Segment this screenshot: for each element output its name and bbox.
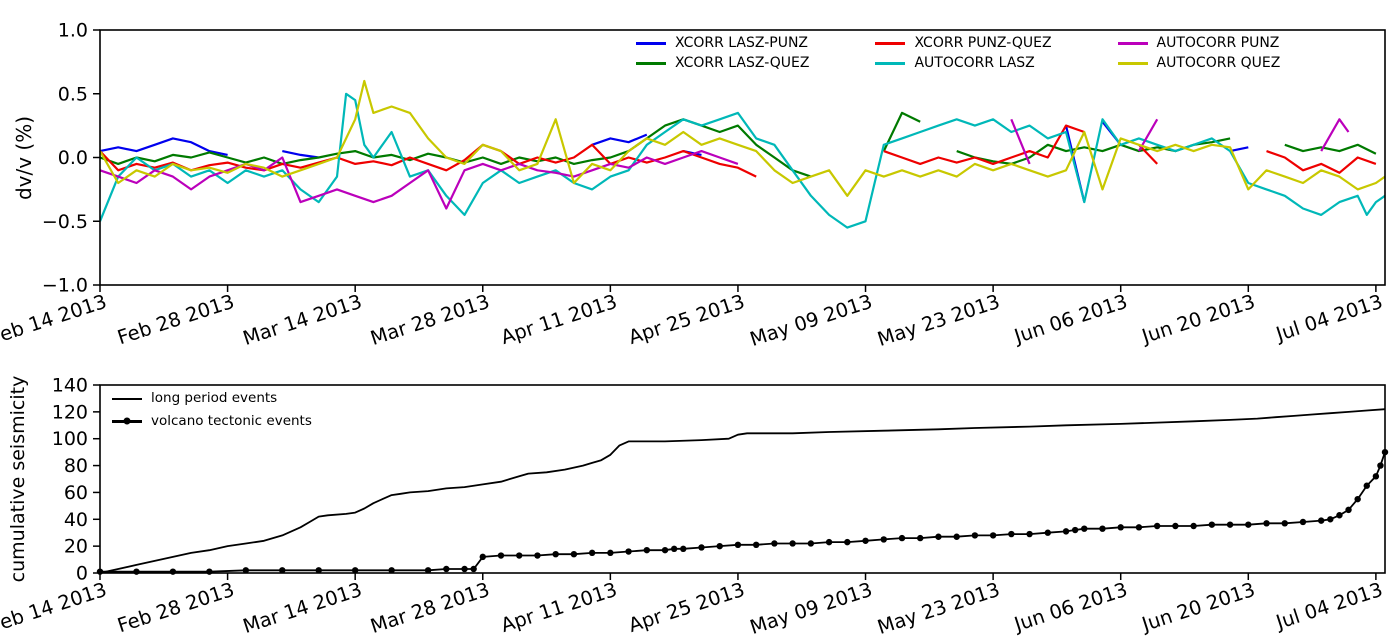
legend-item: AUTOCORR LASZ	[875, 56, 1051, 70]
legend-item: AUTOCORR QUEZ	[1117, 55, 1281, 71]
svg-text:Mar 28 2013: Mar 28 2013	[368, 290, 493, 350]
legend-item: XCORR LASZ-PUNZ	[636, 36, 809, 50]
legend-label: volcano tectonic events	[151, 412, 312, 429]
svg-text:May 23 2013: May 23 2013	[875, 578, 1003, 637]
svg-text:Jul 04 2013: Jul 04 2013	[1271, 578, 1385, 635]
legend-item: XCORR PUNZ-QUEZ	[875, 35, 1052, 51]
svg-text:Mar 14 2013: Mar 14 2013	[240, 290, 365, 350]
svg-text:1.0: 1.0	[58, 20, 88, 42]
legend-label: XCORR LASZ-PUNZ	[675, 35, 809, 51]
svg-text:140: 140	[52, 375, 88, 397]
svg-text:60: 60	[64, 482, 88, 504]
legend-label: XCORR LASZ-QUEZ	[675, 55, 810, 71]
seismicity-legend: long period events volcano tectonic event…	[112, 390, 312, 429]
svg-text:20: 20	[64, 536, 88, 558]
legend-item: long period events	[112, 390, 312, 406]
svg-text:Jun 20 2013: Jun 20 2013	[1137, 578, 1258, 637]
svg-text:40: 40	[64, 509, 88, 531]
legend-line-swatch-icon	[112, 394, 142, 404]
svg-text:Jun 06 2013: Jun 06 2013	[1010, 578, 1131, 637]
svg-text:Mar 14 2013: Mar 14 2013	[240, 578, 365, 637]
legend-line-swatch-icon	[1117, 38, 1148, 48]
legend-line-swatch-icon	[1117, 58, 1148, 68]
svg-text:May 09 2013: May 09 2013	[747, 290, 875, 351]
legend-item: volcano tectonic events	[112, 412, 312, 429]
legend-line-swatch-icon	[875, 38, 906, 48]
svg-text:100: 100	[52, 428, 88, 450]
svg-text:May 23 2013: May 23 2013	[875, 290, 1003, 351]
legend-label: AUTOCORR PUNZ	[1156, 35, 1280, 51]
svg-text:Mar 28 2013: Mar 28 2013	[368, 578, 493, 637]
legend-line-swatch-icon	[875, 58, 906, 68]
svg-text:0.0: 0.0	[58, 147, 88, 169]
svg-text:Feb 28 2013: Feb 28 2013	[115, 290, 238, 349]
svg-text:Jun 06 2013: Jun 06 2013	[1010, 290, 1131, 349]
svg-text:Apr 11 2013: Apr 11 2013	[498, 290, 620, 349]
svg-text:120: 120	[52, 401, 88, 423]
svg-text:Feb 28 2013: Feb 28 2013	[115, 578, 238, 637]
svg-text:Feb 14 2013: Feb 14 2013	[0, 578, 110, 637]
svg-text:Jun 20 2013: Jun 20 2013	[1137, 290, 1258, 349]
legend-label: long period events	[151, 390, 278, 406]
legend-line-swatch-icon	[112, 416, 142, 426]
legend-label: AUTOCORR LASZ	[914, 55, 1035, 71]
legend-line-swatch-icon	[636, 58, 666, 68]
svg-text:May 09 2013: May 09 2013	[747, 578, 875, 637]
svg-text:0.5: 0.5	[58, 83, 88, 105]
svg-text:−1.0: −1.0	[42, 275, 88, 297]
legend-item: AUTOCORR PUNZ	[1117, 35, 1281, 51]
legend-line-swatch-icon	[636, 38, 666, 48]
svg-text:Feb 14 2013: Feb 14 2013	[0, 290, 110, 349]
svg-text:80: 80	[64, 455, 88, 477]
dvv-legend: XCORR LASZ-PUNZ XCORR LASZ-QUEZ XCORR PUNZ…	[636, 36, 1280, 70]
svg-text:Apr 25 2013: Apr 25 2013	[626, 578, 748, 637]
svg-text:−0.5: −0.5	[42, 211, 88, 233]
svg-text:Jul 04 2013: Jul 04 2013	[1271, 290, 1385, 347]
svg-text:Apr 11 2013: Apr 11 2013	[498, 578, 620, 637]
legend-label: AUTOCORR QUEZ	[1156, 55, 1281, 71]
legend-label: XCORR PUNZ-QUEZ	[914, 35, 1052, 51]
legend-item: XCORR LASZ-QUEZ	[636, 56, 809, 70]
svg-text:Apr 25 2013: Apr 25 2013	[626, 290, 748, 349]
svg-text:0: 0	[76, 563, 88, 585]
